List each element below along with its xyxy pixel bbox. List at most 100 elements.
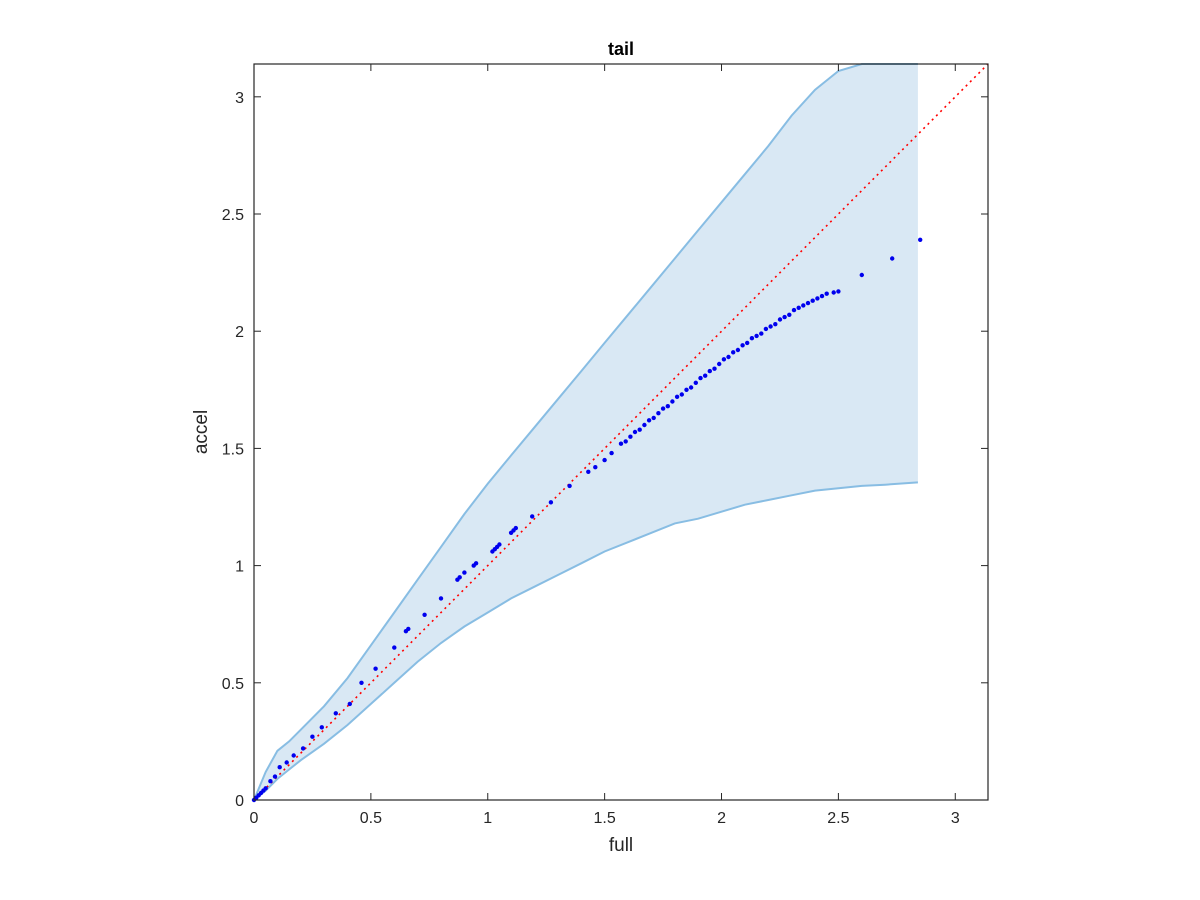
data-point [300,746,306,751]
data-point [632,429,638,435]
chart-title: tail [608,39,634,59]
data-point [462,570,467,575]
data-point [628,434,633,439]
data-point [656,411,661,416]
data-point [665,404,670,409]
data-point [890,256,895,261]
data-point [731,350,736,355]
data-point [684,387,689,392]
data-point [602,457,607,463]
y-tick-label: 0 [235,793,244,810]
band-upper-edge [253,63,918,801]
axes-box [253,63,989,801]
data-point [422,612,427,617]
data-point [593,465,598,470]
y-tick-label: 1 [235,559,244,576]
data-point [754,333,759,339]
data-point [726,354,731,360]
y-tick-label: 2.5 [222,207,244,224]
data-point [749,336,755,341]
data-point [513,525,518,531]
confidence-band [253,63,918,801]
data-point [787,312,792,317]
data-point [457,575,462,580]
data-point [679,392,684,397]
data-point [693,380,698,385]
data-point [712,366,717,371]
data-point [268,779,273,784]
data-point [473,561,479,566]
data-point [815,296,820,301]
data-point [567,483,572,489]
x-tick-label: 0 [250,810,259,827]
band-area [254,64,918,800]
x-tick-label: 2.5 [827,810,849,827]
data-point [768,324,773,329]
data-point [291,753,296,758]
data-point [773,322,778,327]
y-tick-label: 3 [235,90,244,107]
data-point [646,418,652,423]
data-point [284,760,289,765]
data-point [796,305,801,310]
x-tick-label: 2 [717,810,726,827]
data-point [717,361,722,367]
data-point [347,701,352,707]
data-point [824,291,829,296]
x-tick-label: 3 [951,810,960,827]
data-point [810,298,815,303]
data-point [918,237,923,242]
data-point [497,542,502,547]
data-point [836,289,841,294]
data-point [674,394,680,399]
data-point [406,626,411,632]
x-tick-label: 0.5 [360,810,382,827]
data-point [319,725,324,730]
data-point [586,469,591,474]
y-tick-label: 1.5 [222,441,244,458]
data-point [333,711,338,716]
axes [253,63,989,801]
data-point [859,272,864,278]
data-point [721,357,727,362]
data-point [777,317,783,322]
data-point [782,314,787,320]
data-point [623,439,628,444]
y-tick-label: 0.5 [222,676,244,693]
data-point [530,514,535,519]
data-point [310,734,315,739]
data-point [670,399,675,404]
data-point [740,343,745,348]
data-point [272,774,278,779]
y-axis-label: accel [191,410,212,454]
data-point [801,303,806,308]
data-point [791,307,797,313]
data-points [251,237,923,803]
data-point [359,680,364,685]
data-point [819,293,825,299]
data-point [831,290,836,295]
data-point [609,450,614,456]
data-point [277,765,282,770]
tick-marks: 0 0.5 1 1.5 2 2.5 3 0 0.5 1 1.5 2 2.5 3 [222,64,988,827]
data-point [707,368,712,374]
data-point [642,422,647,428]
x-tick-label: 1.5 [594,810,616,827]
data-point [698,375,703,381]
band-lower-edge [253,481,918,801]
data-point [548,500,554,505]
data-point [637,427,642,432]
data-point [660,406,666,411]
data-point [745,340,750,346]
data-point [651,415,656,421]
data-point [373,666,378,671]
data-point [759,331,764,336]
data-point [735,347,741,353]
x-tick-label: 1 [483,810,492,827]
data-point [438,596,444,601]
data-point [618,441,624,446]
y-tick-label: 2 [235,324,244,341]
data-point [392,645,397,650]
data-point [805,300,811,306]
